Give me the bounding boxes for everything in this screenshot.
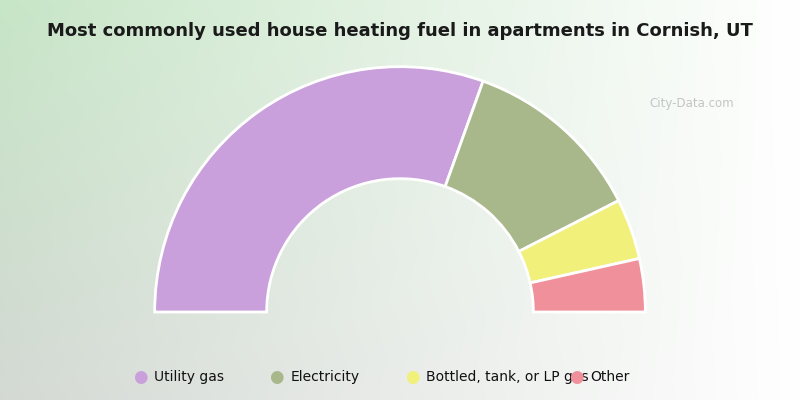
Text: City-Data.com: City-Data.com bbox=[650, 98, 734, 110]
Text: ●: ● bbox=[569, 368, 583, 386]
Text: Bottled, tank, or LP gas: Bottled, tank, or LP gas bbox=[426, 370, 589, 384]
Text: ●: ● bbox=[405, 368, 419, 386]
Wedge shape bbox=[154, 67, 483, 312]
Wedge shape bbox=[519, 201, 639, 283]
Text: Electricity: Electricity bbox=[290, 370, 359, 384]
Wedge shape bbox=[445, 81, 618, 252]
Text: ●: ● bbox=[269, 368, 283, 386]
Text: Most commonly used house heating fuel in apartments in Cornish, UT: Most commonly used house heating fuel in… bbox=[47, 22, 753, 40]
Text: Utility gas: Utility gas bbox=[154, 370, 224, 384]
Text: Other: Other bbox=[590, 370, 630, 384]
Wedge shape bbox=[530, 258, 646, 312]
Text: ●: ● bbox=[133, 368, 147, 386]
